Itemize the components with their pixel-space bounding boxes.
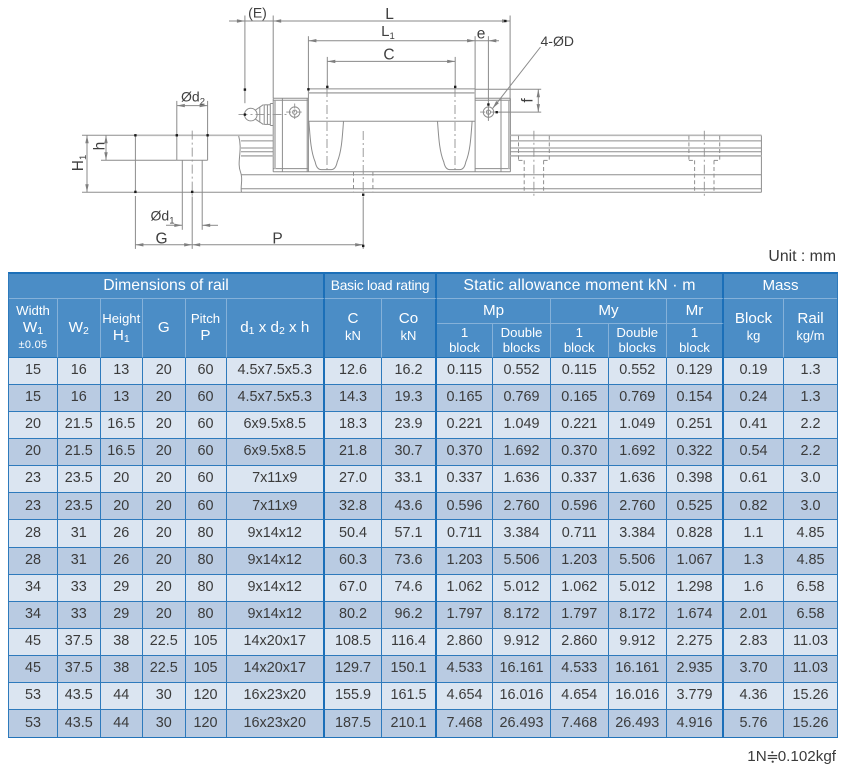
- svg-text:f: f: [520, 98, 537, 103]
- svg-text:C: C: [383, 46, 394, 63]
- svg-text:G: G: [155, 231, 167, 248]
- svg-text:Ød2: Ød2: [181, 89, 205, 108]
- svg-text:h: h: [92, 142, 109, 151]
- svg-text:L: L: [385, 6, 394, 23]
- svg-text:e: e: [477, 26, 486, 43]
- svg-text:H1: H1: [70, 155, 89, 172]
- svg-text:L1: L1: [381, 23, 395, 42]
- svg-text:Ød1: Ød1: [151, 208, 175, 227]
- svg-text:4-ØD: 4-ØD: [541, 33, 574, 49]
- svg-text:Unit : mm: Unit : mm: [768, 248, 836, 265]
- svg-text:P: P: [272, 231, 282, 248]
- svg-text:(E): (E): [248, 4, 267, 20]
